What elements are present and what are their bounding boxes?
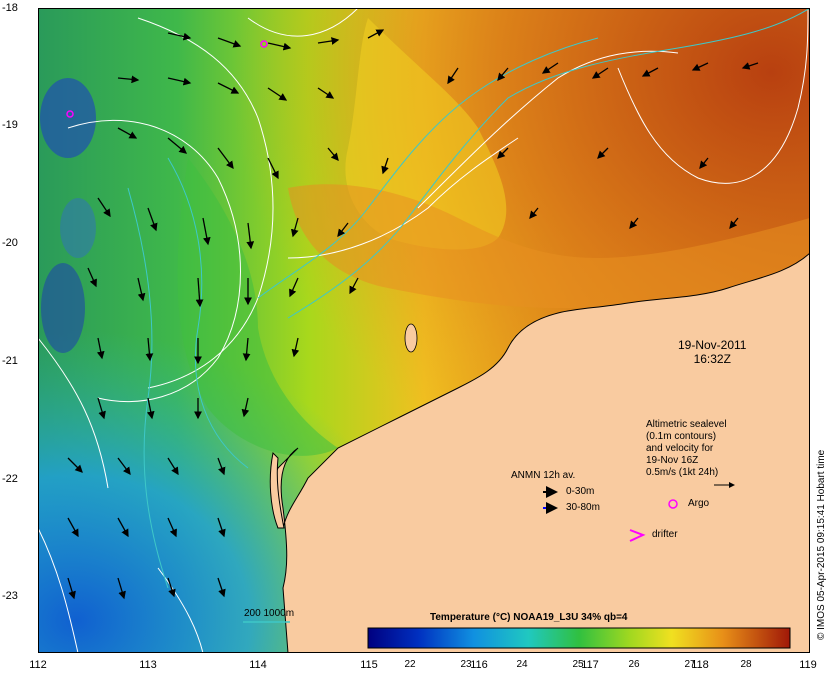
- island: [404, 323, 418, 353]
- sealevel-contours: [38, 8, 809, 653]
- colorbar-tick: 26: [628, 659, 640, 670]
- x-tick-label: 113: [139, 659, 157, 671]
- x-tick-label: 119: [799, 659, 817, 671]
- drifter-legend-marker: [629, 529, 646, 542]
- date-label: 19-Nov-2011 16:32Z: [678, 338, 746, 366]
- argo-marker: [260, 40, 268, 48]
- x-tick-label: 112: [29, 659, 47, 671]
- sst-map: [38, 8, 810, 653]
- anmn-legend-0-30m: 0-30m: [566, 486, 595, 497]
- colorbar-title: Temperature (°C) NOAA19_L3U 34% qb=4: [430, 612, 628, 623]
- colorbar-tick: 27: [684, 659, 696, 670]
- date-text: 19-Nov-2011: [678, 338, 747, 352]
- altimetry-line: and velocity for: [646, 443, 714, 454]
- y-tick-label: -22: [2, 473, 18, 485]
- y-tick-label: -20: [2, 237, 18, 249]
- anmn-legend-title: ANMN 12h av.: [511, 470, 576, 481]
- altimetry-line: 0.5m/s (1kt 24h): [646, 467, 719, 478]
- colorbar-tick: 23: [460, 659, 472, 670]
- y-tick-label: -23: [2, 590, 18, 602]
- y-tick-label: -19: [2, 119, 18, 131]
- drifter-legend-label: drifter: [652, 529, 678, 540]
- isobath-legend-label: 200 1000m: [244, 608, 295, 619]
- cape-peninsula: [269, 451, 285, 529]
- x-tick-label: 118: [691, 659, 709, 671]
- x-tick-label: 116: [470, 659, 488, 671]
- velocity-arrows: [67, 29, 759, 600]
- x-tick-label: 115: [360, 659, 378, 671]
- time-text: 16:32Z: [693, 352, 731, 366]
- colorbar-tick: 22: [404, 659, 416, 670]
- altimetry-line: Altimetric sealevel: [646, 419, 727, 430]
- y-tick-label: -18: [2, 2, 18, 14]
- argo-legend-marker: [668, 499, 678, 509]
- isobaths: [127, 8, 810, 589]
- colorbar: [367, 627, 791, 649]
- copyright-stamp: © IMOS 05-Apr-2015 09:15:41 Hobart time: [816, 449, 827, 640]
- colorbar-tick: 24: [516, 659, 528, 670]
- altimetry-legend: Altimetric sealevel (0.1m contours) and …: [646, 419, 727, 479]
- altimetry-line: 19-Nov 16Z: [646, 455, 699, 466]
- x-tick-label: 114: [249, 659, 267, 671]
- argo-marker: [66, 110, 74, 118]
- colorbar-tick: 28: [740, 659, 752, 670]
- anmn-legend-30-80m: 30-80m: [566, 502, 600, 513]
- y-tick-label: -21: [2, 355, 18, 367]
- altimetry-line: (0.1m contours): [646, 431, 717, 442]
- land-mass: [271, 252, 810, 653]
- colorbar-tick: 25: [572, 659, 584, 670]
- x-tick-label: 117: [581, 659, 599, 671]
- argo-legend-label: Argo: [688, 498, 710, 509]
